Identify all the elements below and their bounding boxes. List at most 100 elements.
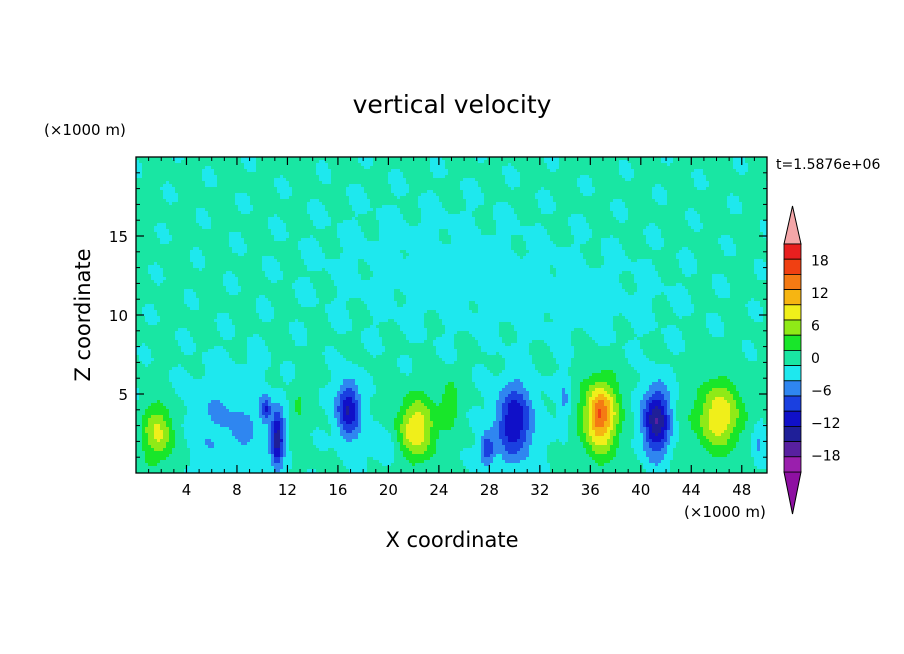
contour-cell — [232, 181, 235, 184]
contour-cell — [715, 166, 718, 169]
contour-cell — [625, 196, 628, 199]
contour-cell — [250, 187, 253, 190]
contour-cell — [694, 208, 697, 211]
contour-cell — [331, 208, 334, 211]
contour-cell — [382, 196, 385, 199]
contour-cell — [307, 196, 310, 199]
contour-cell — [157, 169, 160, 172]
contour-cell — [511, 175, 514, 178]
contour-cell — [223, 184, 226, 187]
contour-cell — [394, 208, 397, 211]
contour-cell — [601, 193, 604, 196]
contour-cell — [244, 220, 247, 223]
contour-cell — [529, 172, 532, 175]
contour-cell — [547, 214, 550, 217]
contour-cell — [625, 205, 628, 208]
contour-cell — [664, 193, 667, 196]
contour-cell — [763, 196, 766, 199]
contour-cell — [607, 211, 610, 214]
contour-cell — [283, 190, 286, 193]
contour-cell — [700, 193, 703, 196]
contour-cell — [685, 190, 688, 193]
contour-cell — [268, 199, 271, 202]
contour-cell — [409, 226, 412, 229]
contour-cell — [673, 223, 676, 226]
contour-cell — [634, 169, 637, 172]
contour-cell — [565, 163, 568, 166]
contour-cell — [595, 166, 598, 169]
contour-cell — [256, 193, 259, 196]
contour-cell — [253, 193, 256, 196]
contour-cell — [622, 223, 625, 226]
contour-cell — [688, 166, 691, 169]
contour-cell — [259, 217, 262, 220]
contour-cell — [763, 160, 766, 163]
contour-cell — [754, 184, 757, 187]
contour-cell — [316, 190, 319, 193]
contour-cell — [349, 172, 352, 175]
contour-cell — [760, 199, 763, 202]
contour-cell — [553, 190, 556, 193]
contour-cell — [607, 166, 610, 169]
contour-cell — [493, 166, 496, 169]
contour-cell — [568, 193, 571, 196]
contour-cell — [211, 187, 214, 190]
contour-cell — [577, 208, 580, 211]
contour-cell — [268, 196, 271, 199]
contour-cell — [307, 181, 310, 184]
contour-cell — [568, 163, 571, 166]
contour-cell — [628, 196, 631, 199]
contour-cell — [205, 184, 208, 187]
contour-cell — [313, 220, 316, 223]
contour-cell — [406, 175, 409, 178]
contour-cell — [355, 223, 358, 226]
contour-cell — [550, 178, 553, 181]
contour-cell — [259, 196, 262, 199]
contour-cell — [673, 217, 676, 220]
contour-cell — [742, 163, 745, 166]
contour-cell — [154, 223, 157, 226]
contour-cell — [280, 211, 283, 214]
contour-cell — [184, 199, 187, 202]
contour-cell — [196, 223, 199, 226]
contour-cell — [400, 217, 403, 220]
contour-cell — [292, 175, 295, 178]
contour-cell — [331, 211, 334, 214]
contour-cell — [193, 226, 196, 229]
contour-cell — [661, 184, 664, 187]
contour-cell — [709, 160, 712, 163]
contour-cell — [397, 172, 400, 175]
contour-cell — [364, 226, 367, 229]
contour-cell — [442, 193, 445, 196]
contour-cell — [238, 178, 241, 181]
contour-cell — [334, 202, 337, 205]
contour-cell — [406, 196, 409, 199]
contour-cell — [202, 217, 205, 220]
contour-cell — [628, 175, 631, 178]
contour-cell — [262, 220, 265, 223]
contour-cell — [703, 220, 706, 223]
contour-cell — [610, 163, 613, 166]
contour-cell — [283, 193, 286, 196]
contour-cell — [553, 196, 556, 199]
contour-cell — [550, 205, 553, 208]
contour-cell — [193, 181, 196, 184]
contour-cell — [337, 214, 340, 217]
contour-cell — [169, 184, 172, 187]
contour-cell — [313, 187, 316, 190]
contour-cell — [175, 196, 178, 199]
contour-cell — [679, 193, 682, 196]
contour-cell — [220, 184, 223, 187]
contour-cell — [643, 199, 646, 202]
contour-cell — [484, 214, 487, 217]
contour-cell — [700, 217, 703, 220]
contour-cell — [724, 172, 727, 175]
contour-cell — [328, 202, 331, 205]
contour-cell — [637, 193, 640, 196]
contour-cell — [721, 187, 724, 190]
contour-cell — [691, 181, 694, 184]
contour-cell — [754, 196, 757, 199]
contour-cell — [289, 211, 292, 214]
contour-cell — [412, 175, 415, 178]
contour-cell — [556, 193, 559, 196]
